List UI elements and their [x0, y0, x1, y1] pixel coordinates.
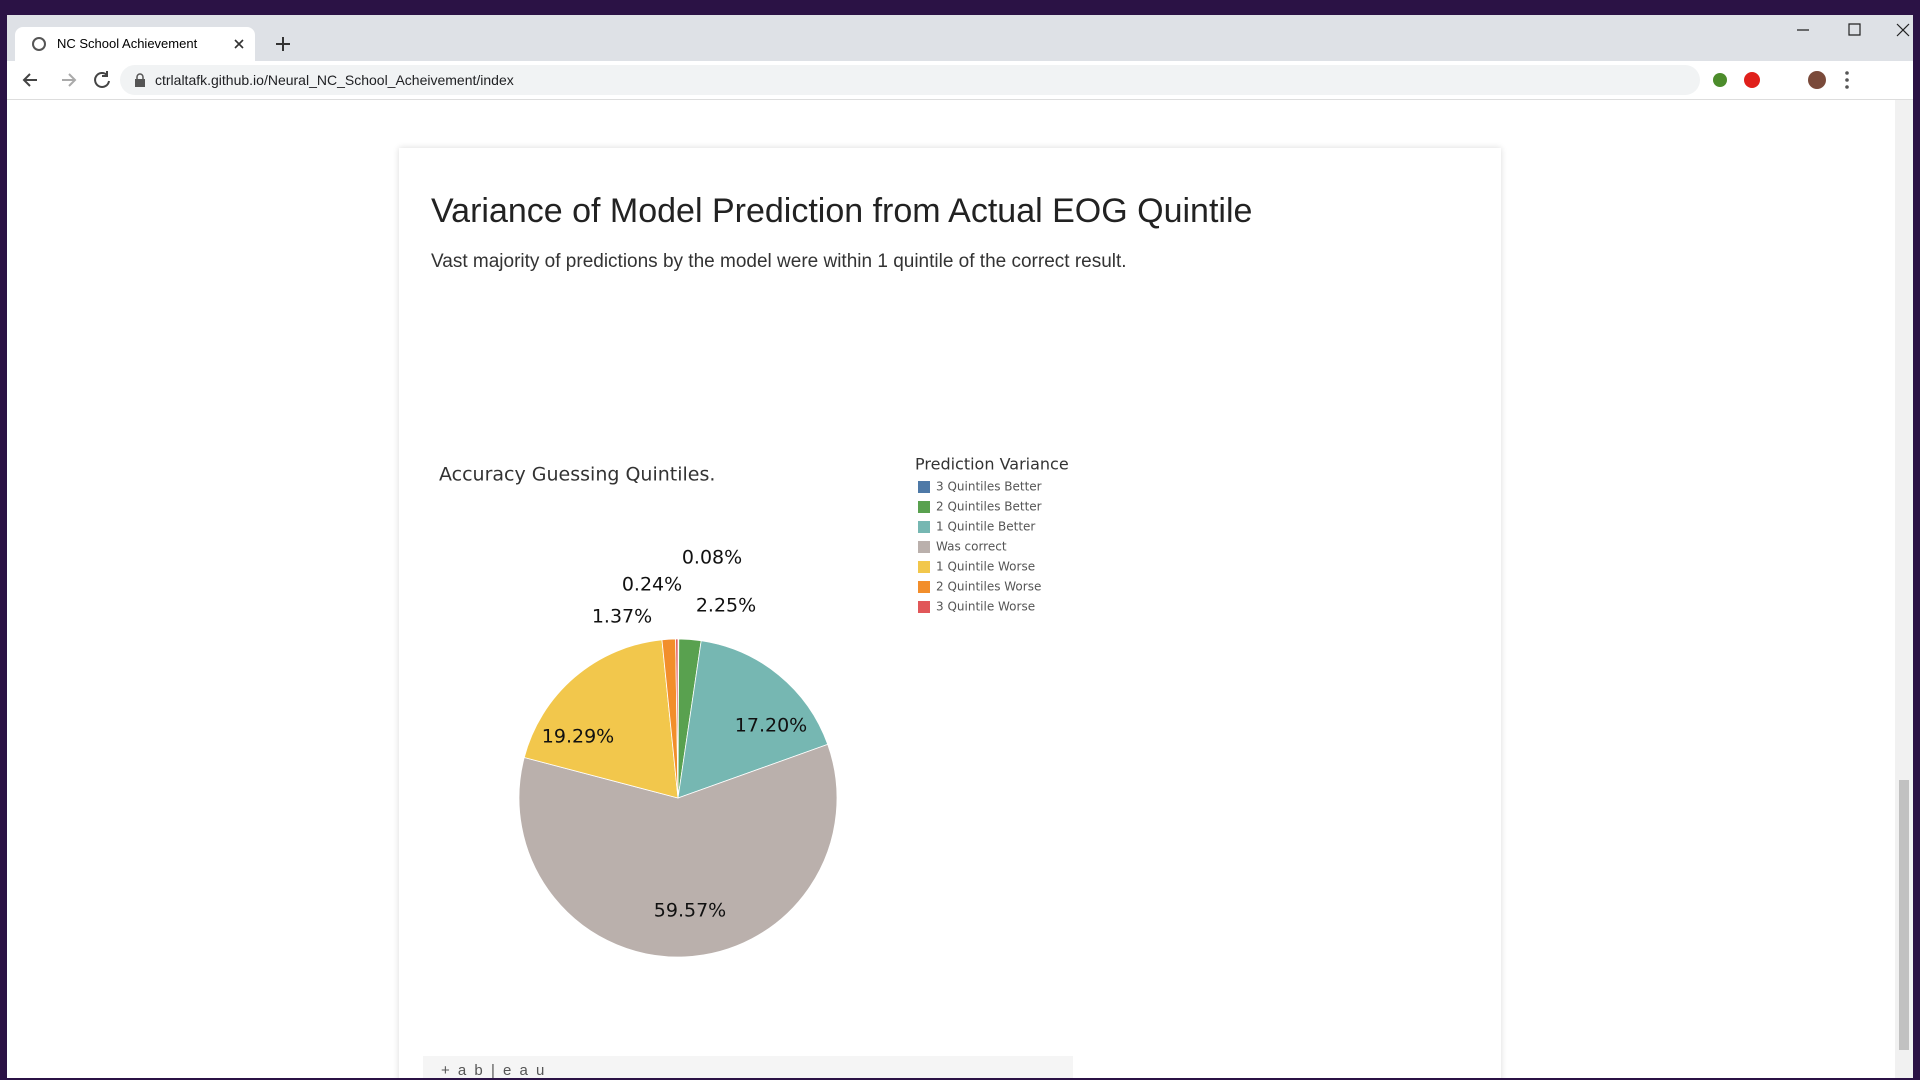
pie-slice	[677, 640, 829, 799]
tableau-toolbar: + a b | e a u	[423, 1056, 1073, 1078]
lock-icon	[135, 73, 145, 87]
page-subtitle: Vast majority of predictions by the mode…	[431, 251, 1127, 272]
url: ctrlaltafk.github.io/Neural_NC_School_Ac…	[155, 72, 514, 88]
legend-swatch	[918, 501, 930, 513]
page-title: Variance of Model Prediction from Actual…	[431, 192, 1253, 230]
legend-entry: 3 Quintile Worse	[936, 600, 1035, 614]
legend-entry: 1 Quintile Worse	[936, 560, 1035, 574]
chart: Accuracy Guessing Quintiles. Prediction …	[439, 455, 1069, 958]
legend-swatch	[918, 601, 930, 613]
legend-swatch	[918, 561, 930, 573]
legend-swatch	[918, 521, 930, 533]
address-bar: ctrlaltafk.github.io/Neural_NC_School_Ac…	[7, 61, 1913, 100]
url-field[interactable]: ctrlaltafk.github.io/Neural_NC_School_Ac…	[120, 65, 1700, 95]
window-controls[interactable]	[1777, 15, 1920, 45]
pie-slice	[675, 638, 679, 799]
tab[interactable]: NC School Achievement	[15, 27, 255, 61]
legend-title: Prediction Variance	[915, 455, 1069, 474]
pie-slice	[523, 639, 679, 799]
legend-swatch	[918, 481, 930, 493]
tab-title: NC School Achievement	[57, 36, 198, 51]
tableau-logo: + a b | e a u	[441, 1062, 547, 1078]
data-label: 17.20%	[735, 715, 807, 737]
data-label: 1.37%	[592, 606, 652, 628]
data-label: 0.24%	[622, 574, 682, 596]
legend-entry: Was correct	[936, 540, 1007, 554]
nav-buttons[interactable]	[17, 61, 117, 99]
data-label: 19.29%	[542, 726, 614, 748]
data-label: 0.08%	[682, 547, 742, 569]
tab-bar: NC School Achievement	[7, 15, 1913, 61]
scroll-thumb[interactable]	[1899, 780, 1909, 1050]
legend-entry: 3 Quintiles Better	[936, 480, 1042, 494]
scrollbar[interactable]	[1895, 100, 1913, 1078]
tab-icon	[32, 37, 46, 51]
data-label: 59.57%	[654, 900, 726, 922]
new-tab[interactable]	[275, 36, 291, 52]
chart-title: Accuracy Guessing Quintiles.	[439, 464, 715, 486]
card: Variance of Model Prediction from Actual…	[399, 148, 1501, 1078]
data-label: 2.25%	[696, 595, 756, 617]
legend-swatch	[918, 541, 930, 553]
legend-swatch	[918, 581, 930, 593]
tab-close[interactable]	[233, 38, 245, 50]
pie-slice	[518, 743, 838, 958]
legend-entry: 2 Quintiles Better	[936, 500, 1042, 514]
legend-entry: 1 Quintile Better	[936, 520, 1035, 534]
legend-entry: 2 Quintiles Worse	[936, 580, 1041, 594]
extensions[interactable]	[1707, 61, 1897, 99]
page-content: Variance of Model Prediction from Actual…	[7, 100, 1895, 1078]
